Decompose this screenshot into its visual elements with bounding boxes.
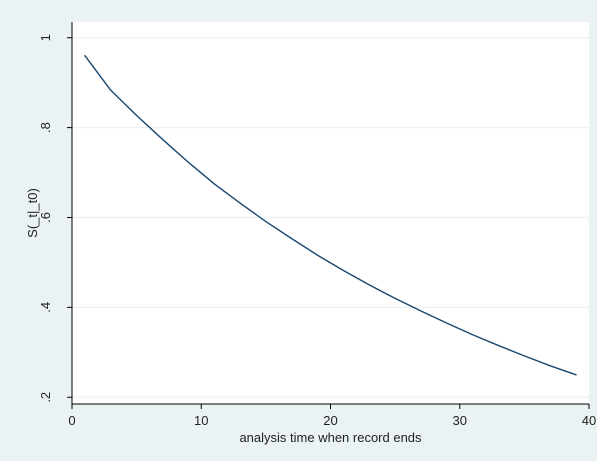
plot-area: [72, 22, 589, 404]
series-line-0: [84, 55, 577, 376]
y-tick-label-3: .8: [38, 122, 53, 133]
y-tick-label-2: .6: [38, 212, 53, 223]
y-tick-label-0: .2: [38, 392, 53, 403]
x-tick-label-2: 20: [323, 413, 337, 428]
y-tick-label-1: .4: [38, 302, 53, 313]
y-tick-label-4: 1: [38, 34, 53, 41]
x-tick-label-1: 10: [194, 413, 208, 428]
x-tick-label-0: 0: [68, 413, 75, 428]
y-axis-title: S(_t|_t0): [25, 188, 40, 238]
x-axis-title: analysis time when record ends: [239, 430, 422, 445]
x-tick-label-4: 40: [582, 413, 596, 428]
x-tick-label-3: 30: [453, 413, 467, 428]
